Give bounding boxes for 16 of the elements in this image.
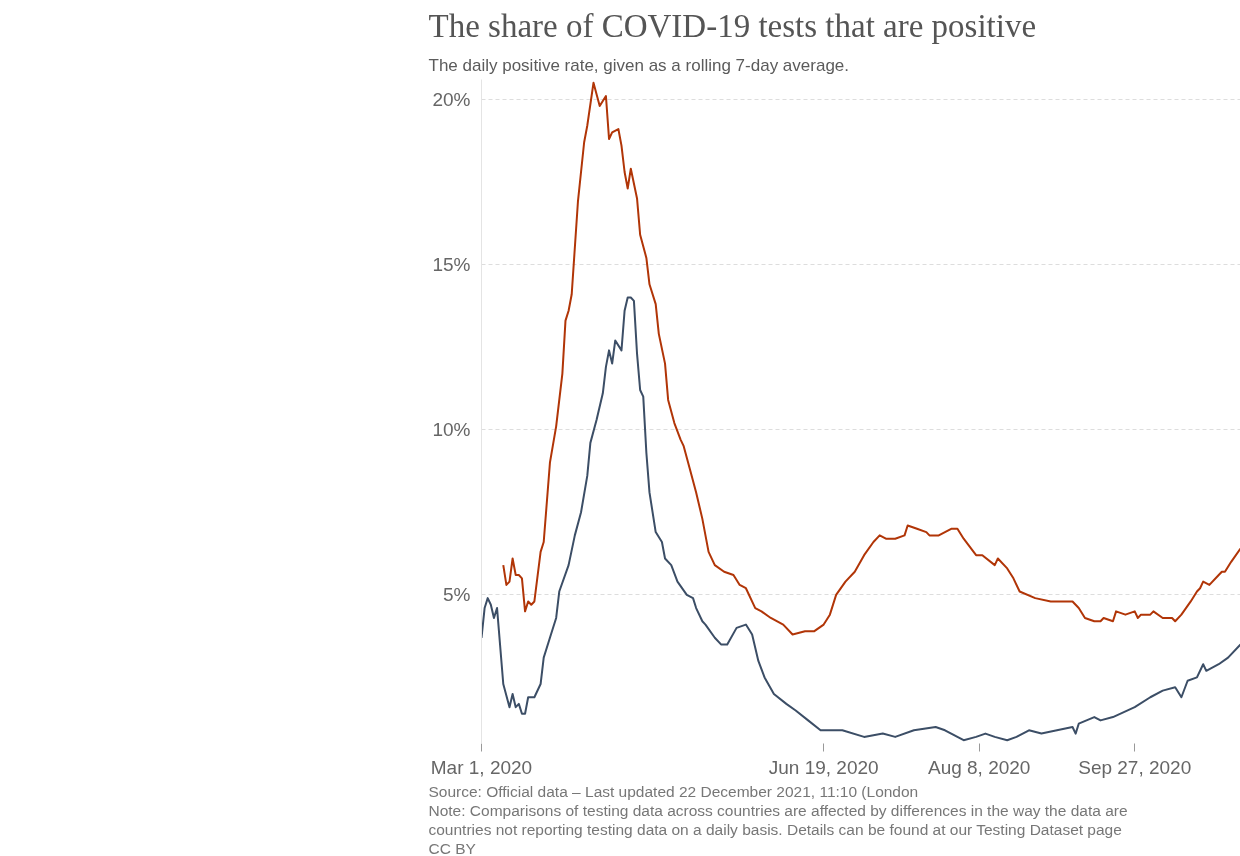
- x-tick-label: Mar 1, 2020: [430, 756, 533, 778]
- y-tick-label: 5%: [443, 584, 471, 606]
- y-tick-label: 10%: [432, 419, 471, 441]
- x-tick-label: Jun 19, 2020: [768, 756, 879, 778]
- text: CC BY: [428, 839, 476, 856]
- x-tick-label: Aug 8, 2020: [927, 756, 1031, 778]
- y-tick-label: 15%: [432, 254, 471, 275]
- line-series: [502, 81, 1240, 636]
- x-tick-label: Sep 27, 2020: [1078, 756, 1192, 778]
- text: countries not reporting testing data on a daily basis. Details can be found at our Testing Dataset page: [428, 820, 1122, 838]
- chart-subtitle: The daily positive rate, given as a rolling 7-day average.: [428, 55, 850, 75]
- line-series: [481, 296, 1240, 742]
- source-note: Source: Official data – Last updated 22 December 2021, 11:10 (London: [428, 782, 919, 800]
- y-tick-label: 20%: [432, 88, 471, 110]
- chart-title: The share of COVID-19 tests that are positive: [428, 7, 1037, 44]
- text: Note: Comparisons of testing data across countries are affected by differences in the way the data are: [428, 801, 1128, 819]
